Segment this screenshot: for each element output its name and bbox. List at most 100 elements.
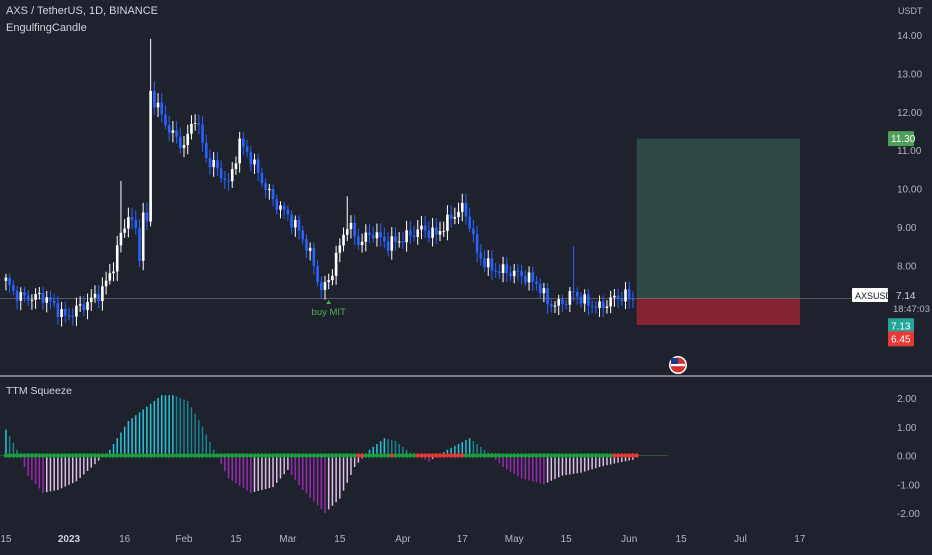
candle-body[interactable] — [587, 294, 590, 306]
candle-body[interactable] — [167, 125, 171, 133]
candle-body[interactable] — [601, 301, 605, 309]
candle-body[interactable] — [63, 309, 67, 316]
candle-body[interactable] — [627, 289, 631, 300]
candle-body[interactable] — [524, 276, 527, 283]
candle-body[interactable] — [446, 214, 449, 232]
candle-body[interactable] — [268, 188, 271, 191]
candle-body[interactable] — [45, 297, 49, 303]
candle-body[interactable] — [38, 292, 41, 295]
candle-body[interactable] — [412, 235, 416, 237]
candle-body[interactable] — [86, 301, 89, 311]
candle-body[interactable] — [138, 228, 141, 261]
candle-body[interactable] — [375, 232, 379, 239]
candle-body[interactable] — [442, 231, 446, 233]
candle-body[interactable] — [368, 232, 371, 236]
candle-body[interactable] — [557, 299, 561, 306]
candle-body[interactable] — [457, 211, 460, 218]
candle-body[interactable] — [609, 297, 612, 307]
candle-body[interactable] — [101, 286, 104, 302]
candle-body[interactable] — [160, 102, 164, 115]
candle-body[interactable] — [78, 304, 82, 306]
candle-body[interactable] — [331, 275, 334, 281]
candle-body[interactable] — [294, 219, 297, 228]
candle-body[interactable] — [323, 282, 327, 291]
candle-body[interactable] — [245, 146, 249, 153]
candle-body[interactable] — [26, 295, 30, 301]
candle-body[interactable] — [112, 271, 115, 274]
candle-body[interactable] — [420, 225, 423, 230]
candle-body[interactable] — [386, 241, 390, 251]
candle-body[interactable] — [12, 284, 15, 291]
candle-body[interactable] — [538, 283, 542, 294]
candle-body[interactable] — [416, 229, 420, 237]
candle-body[interactable] — [475, 234, 479, 253]
candle-body[interactable] — [494, 270, 497, 272]
candle-body[interactable] — [579, 296, 583, 304]
candle-body[interactable] — [182, 144, 186, 149]
candle-body[interactable] — [546, 288, 549, 305]
candle-body[interactable] — [130, 217, 134, 220]
candle-body[interactable] — [134, 219, 138, 229]
candle-body[interactable] — [297, 219, 301, 231]
candle-body[interactable] — [613, 295, 616, 298]
candle-body[interactable] — [56, 303, 60, 318]
candle-body[interactable] — [227, 180, 230, 182]
candle-body[interactable] — [223, 178, 227, 181]
candle-body[interactable] — [23, 292, 26, 296]
candle-body[interactable] — [535, 281, 538, 284]
candle-body[interactable] — [423, 225, 427, 231]
candle-body[interactable] — [505, 264, 509, 274]
candle-body[interactable] — [464, 202, 468, 217]
candle-body[interactable] — [342, 234, 345, 246]
candle-body[interactable] — [409, 230, 412, 236]
candle-body[interactable] — [4, 277, 8, 281]
candle-body[interactable] — [115, 245, 119, 272]
candle-body[interactable] — [353, 222, 356, 237]
candle-body[interactable] — [364, 232, 368, 242]
candle-body[interactable] — [334, 252, 338, 276]
candle-body[interactable] — [553, 305, 557, 307]
candle-body[interactable] — [568, 291, 572, 305]
candle-body[interactable] — [486, 258, 490, 268]
candle-body[interactable] — [282, 205, 286, 210]
candle-body[interactable] — [60, 309, 63, 318]
candle-body[interactable] — [583, 294, 586, 304]
candle-body[interactable] — [316, 265, 319, 283]
candle-body[interactable] — [616, 295, 620, 300]
candle-body[interactable] — [501, 264, 505, 273]
candle-body[interactable] — [204, 142, 208, 159]
candle-body[interactable] — [520, 271, 523, 277]
candle-body[interactable] — [19, 292, 23, 301]
candle-body[interactable] — [71, 315, 75, 317]
candle-body[interactable] — [190, 123, 193, 134]
candle-body[interactable] — [286, 209, 290, 215]
candle-body[interactable] — [260, 172, 264, 184]
candle-body[interactable] — [301, 230, 305, 240]
candle-body[interactable] — [275, 199, 279, 210]
candle-body[interactable] — [379, 232, 382, 237]
stop-zone[interactable] — [636, 298, 800, 325]
candle-body[interactable] — [598, 301, 601, 308]
candle-body[interactable] — [449, 214, 453, 219]
candle-body[interactable] — [527, 272, 531, 283]
candle-body[interactable] — [82, 304, 86, 311]
candle-body[interactable] — [472, 228, 475, 235]
candle-body[interactable] — [590, 305, 594, 307]
candle-body[interactable] — [490, 258, 494, 271]
candle-body[interactable] — [360, 241, 364, 246]
candle-body[interactable] — [383, 236, 386, 242]
candle-body[interactable] — [498, 271, 501, 273]
candle-body[interactable] — [171, 130, 175, 133]
candle-body[interactable] — [149, 91, 152, 222]
candle-body[interactable] — [371, 235, 375, 239]
candle-body[interactable] — [550, 304, 553, 307]
candle-body[interactable] — [564, 303, 568, 305]
candle-body[interactable] — [279, 205, 282, 210]
candle-body[interactable] — [605, 306, 609, 309]
candle-body[interactable] — [405, 230, 408, 243]
target-zone[interactable] — [636, 138, 800, 299]
candle-body[interactable] — [264, 183, 267, 191]
candle-body[interactable] — [397, 241, 401, 243]
candle-body[interactable] — [561, 299, 564, 304]
